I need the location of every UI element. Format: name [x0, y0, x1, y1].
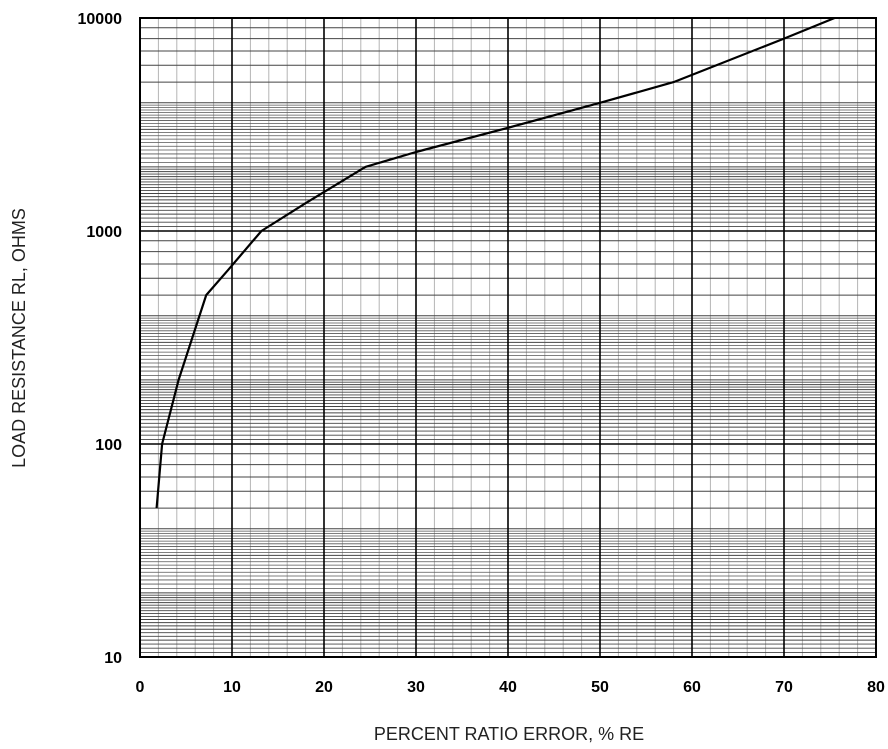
y-tick-labels: 10 100 1000 10000	[78, 11, 123, 667]
plot-border	[139, 17, 877, 658]
series-layer	[155, 16, 836, 509]
x-tick-label: 60	[683, 679, 701, 696]
x-tick-label: 80	[867, 679, 885, 696]
x-tick-label: 10	[223, 679, 241, 696]
plot-frame	[139, 17, 877, 658]
y-axis-label: LOAD RESISTANCE RL, OHMS	[9, 208, 29, 468]
y-tick-label: 1000	[86, 224, 122, 241]
x-tick-label: 50	[591, 679, 609, 696]
y-tick-label: 10000	[78, 11, 123, 28]
x-tick-label: 70	[775, 679, 793, 696]
x-tick-label: 30	[407, 679, 425, 696]
x-tick-labels: 0 10 20 30 40 50 60 70 80	[136, 679, 885, 696]
series-line-0	[155, 16, 836, 509]
x-axis-label: PERCENT RATIO ERROR, % RE	[374, 724, 644, 744]
x-tick-label: 0	[136, 679, 145, 696]
y-tick-label: 100	[95, 437, 122, 454]
x-tick-label: 40	[499, 679, 517, 696]
x-tick-label: 20	[315, 679, 333, 696]
y-tick-label: 10	[104, 650, 122, 667]
grid-major	[140, 18, 876, 657]
